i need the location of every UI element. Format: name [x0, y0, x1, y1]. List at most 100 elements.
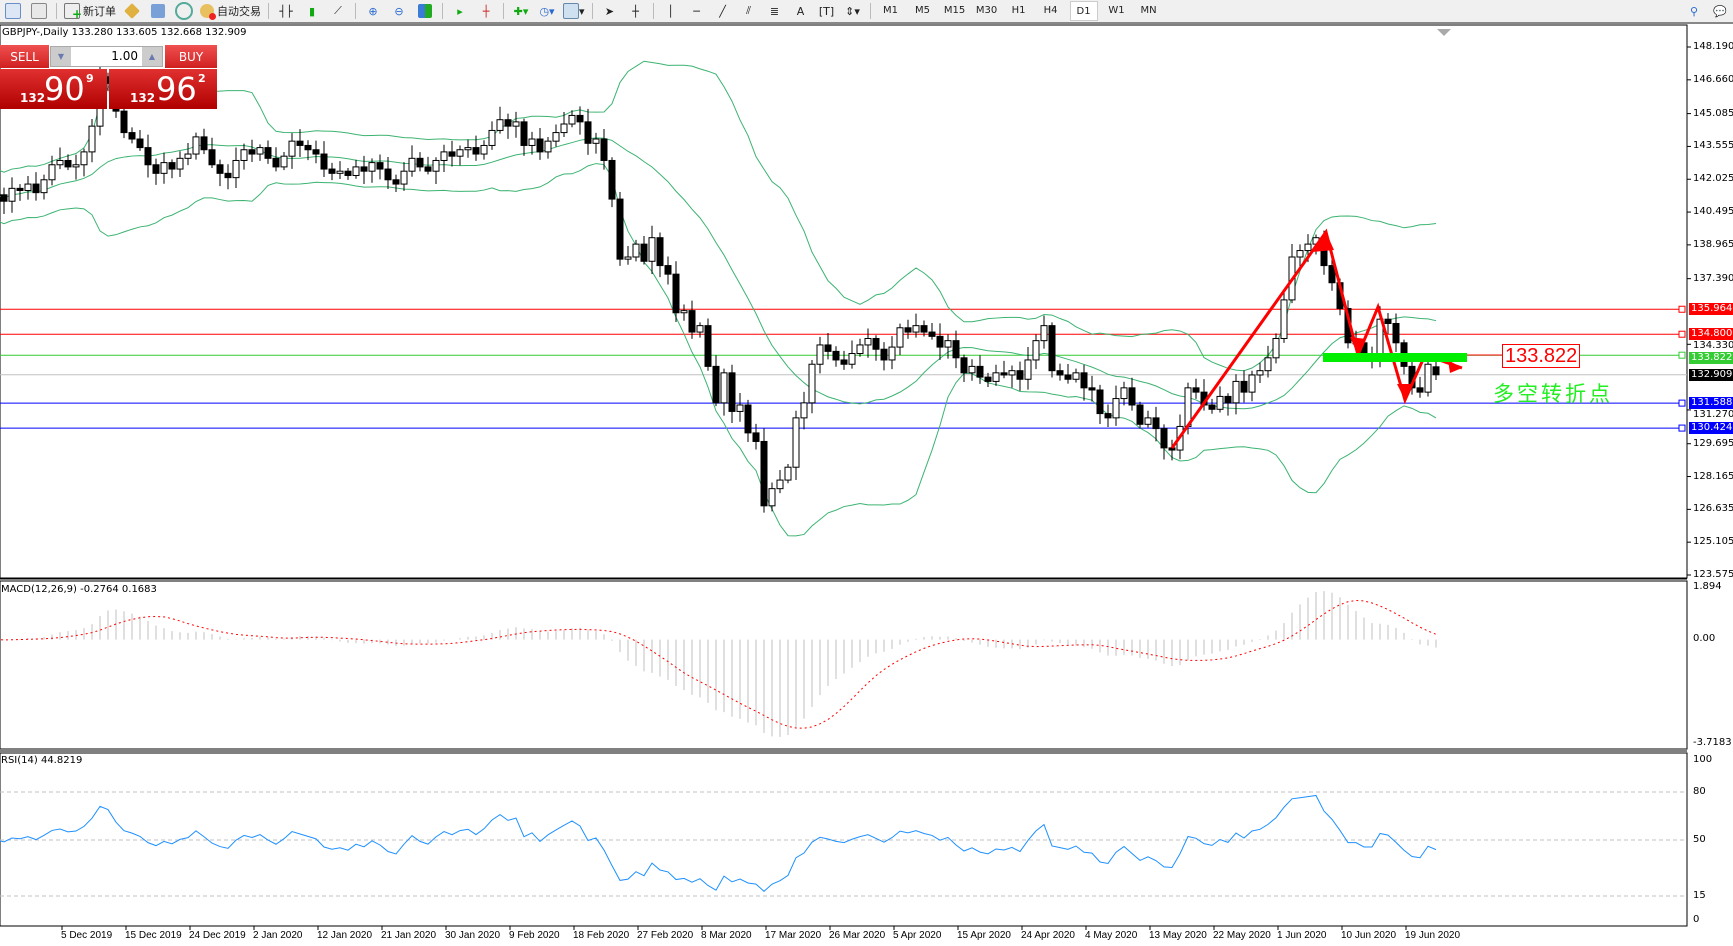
date-axis-label: 4 May 2020	[1085, 930, 1138, 941]
bear-candle	[376, 162, 384, 170]
sell-button[interactable]: SELL	[0, 45, 49, 68]
bear-candle	[448, 151, 456, 157]
bull-candle	[184, 153, 192, 159]
bear-candle	[216, 164, 224, 174]
bull-candle	[24, 183, 32, 192]
search-icon[interactable]: ⚲	[1689, 4, 1699, 18]
rsi-line	[0, 794, 1437, 892]
timeframe-m1[interactable]: M1	[883, 4, 899, 16]
bear-candle	[880, 348, 888, 361]
buy-button[interactable]: BUY	[165, 45, 217, 68]
sell-price-button[interactable]: 132 90 9	[0, 69, 107, 109]
timeframe-m15[interactable]: M15	[943, 4, 966, 16]
bull-candle	[864, 338, 872, 346]
bear-candle	[752, 432, 760, 442]
crosshair-icon[interactable]: ┼	[632, 4, 639, 18]
lot-decrease-button[interactable]: ▼	[51, 47, 71, 66]
chat-icon[interactable]: 💬	[1713, 4, 1727, 18]
bear-candle	[144, 147, 152, 166]
new-chart-icon[interactable]	[3, 2, 23, 20]
bull-candle	[856, 344, 864, 355]
indicators-icon[interactable]: ✚▾	[513, 4, 529, 18]
text-label-icon[interactable]: [T]	[818, 4, 835, 18]
timeframe-m5[interactable]: M5	[915, 4, 931, 16]
bull-candle	[368, 162, 376, 172]
price-level-tag: 130.424	[1689, 422, 1733, 435]
equidistant-channel-icon[interactable]: ⫽	[746, 4, 751, 17]
bull-candle	[280, 155, 288, 168]
horizontal-line-icon[interactable]: ─	[693, 4, 700, 18]
bull-candle	[1272, 338, 1280, 359]
bull-candle	[808, 363, 816, 404]
bull-candle	[1216, 395, 1224, 410]
pivot-price-label[interactable]: 133.822	[1502, 344, 1581, 368]
date-axis-label: 24 Apr 2020	[1021, 930, 1075, 941]
terminal-icon[interactable]	[148, 2, 168, 20]
templates-icon[interactable]: ▾	[563, 2, 585, 20]
bull-candle	[56, 159, 64, 166]
timeframe-bar: M1 M5 M15 M30 H1 H4 D1 W1 MN	[875, 1, 1165, 21]
zoom-in-icon[interactable]: ⊕	[368, 4, 378, 18]
auto-trading-button[interactable]: 自动交易	[200, 2, 261, 20]
bull-candle	[1120, 387, 1128, 400]
bear-candle	[1392, 322, 1400, 344]
bull-candle	[1256, 370, 1264, 376]
bull-candle	[528, 138, 536, 146]
chart-area[interactable]	[0, 24, 1733, 946]
price-axis-label: 145.085	[1693, 107, 1733, 119]
bull-candle	[816, 344, 824, 365]
profiles-icon[interactable]	[29, 2, 49, 20]
bollinger-lower-band	[0, 163, 1437, 537]
pivot-text-label[interactable]: 多空转折点	[1493, 382, 1613, 406]
date-axis-label: 12 Jan 2020	[317, 930, 373, 941]
bar-chart-icon[interactable]: ┤├	[279, 4, 293, 18]
arrow-head-icon	[1397, 384, 1413, 400]
new-order-button[interactable]: + 新订单	[64, 2, 116, 21]
lot-size-input[interactable]: ▼ 1.00 ▲	[50, 46, 163, 67]
cursor-icon[interactable]: ➤	[604, 4, 615, 18]
bull-candle	[1280, 299, 1288, 340]
periods-icon[interactable]: ◷▾	[539, 4, 555, 18]
chart-shift-icon[interactable]: ┼	[482, 4, 490, 18]
signals-icon[interactable]	[174, 2, 194, 20]
timeframe-d1[interactable]: D1	[1069, 1, 1098, 21]
auto-scroll-icon[interactable]: ▸	[457, 4, 463, 18]
bear-candle	[584, 121, 592, 144]
vertical-line-icon[interactable]: │	[667, 4, 674, 18]
timeframe-h4[interactable]: H4	[1043, 4, 1058, 16]
bull-candle	[464, 147, 472, 151]
arrows-icon[interactable]: ⇕▾	[845, 4, 860, 18]
date-axis-label: 8 Mar 2020	[701, 930, 752, 941]
bear-candle	[1208, 404, 1216, 410]
bear-candle	[832, 350, 840, 361]
timeframe-h1[interactable]: H1	[1011, 4, 1026, 16]
bear-candle	[928, 331, 936, 337]
lot-increase-button[interactable]: ▲	[142, 47, 162, 66]
text-icon[interactable]: A	[796, 4, 805, 18]
bear-candle	[1384, 318, 1392, 324]
fibonacci-icon[interactable]: ≣	[769, 4, 780, 18]
bear-candle	[264, 147, 272, 159]
timeframe-mn[interactable]: MN	[1140, 4, 1157, 16]
timeframe-w1[interactable]: W1	[1108, 4, 1125, 16]
tile-windows-icon[interactable]	[415, 2, 435, 20]
date-axis-label: 15 Apr 2020	[957, 930, 1011, 941]
timeframe-m30[interactable]: M30	[975, 4, 998, 16]
level-handle	[1678, 305, 1686, 313]
rsi-axis-label: 80	[1693, 786, 1706, 797]
bear-candle	[392, 179, 400, 185]
lot-value[interactable]: 1.00	[71, 47, 142, 66]
date-axis-label: 5 Apr 2020	[893, 930, 942, 941]
bear-candle	[608, 159, 616, 200]
zoom-out-icon[interactable]: ⊖	[394, 4, 404, 18]
candlestick-icon[interactable]: ▮	[308, 4, 316, 18]
bull-candle	[1232, 380, 1240, 404]
bear-candle	[744, 404, 752, 434]
bull-candle	[456, 149, 464, 157]
buy-price-button[interactable]: 132 96 2	[109, 69, 217, 109]
metaeditor-icon[interactable]	[122, 2, 142, 20]
line-chart-icon[interactable]: ⟋	[334, 4, 342, 17]
bollinger-middle-band	[0, 137, 1437, 410]
level-handle	[1678, 424, 1686, 432]
trendline-icon[interactable]: ╱	[719, 4, 726, 18]
